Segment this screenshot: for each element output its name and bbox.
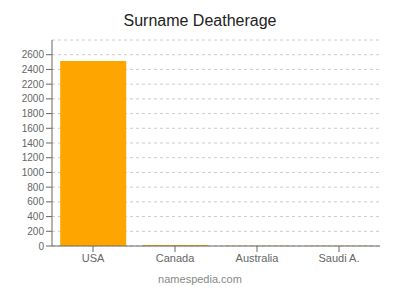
svg-text:Canada: Canada bbox=[156, 252, 195, 264]
svg-text:Saudi A.: Saudi A. bbox=[319, 252, 360, 264]
svg-text:200: 200 bbox=[27, 226, 44, 237]
html-text:Surname Deatherage: Surname Deatherage bbox=[123, 12, 277, 29]
svg-text:2200: 2200 bbox=[22, 79, 45, 90]
svg-text:USA: USA bbox=[82, 252, 105, 264]
svg-text:0: 0 bbox=[38, 241, 44, 252]
svg-text:1000: 1000 bbox=[22, 167, 45, 178]
svg-text:800: 800 bbox=[27, 182, 44, 193]
svg-text:1800: 1800 bbox=[22, 108, 45, 119]
svg-text:600: 600 bbox=[27, 196, 44, 207]
html-text:namespedia.com: namespedia.com bbox=[158, 273, 242, 285]
svg-text:400: 400 bbox=[27, 211, 44, 222]
svg-text:1600: 1600 bbox=[22, 123, 45, 134]
svg-text:Australia: Australia bbox=[236, 252, 280, 264]
svg-text:2400: 2400 bbox=[22, 64, 45, 75]
svg-text:1200: 1200 bbox=[22, 152, 45, 163]
svg-text:2600: 2600 bbox=[22, 49, 45, 60]
svg-text:1400: 1400 bbox=[22, 138, 45, 149]
svg-text:2000: 2000 bbox=[22, 93, 45, 104]
